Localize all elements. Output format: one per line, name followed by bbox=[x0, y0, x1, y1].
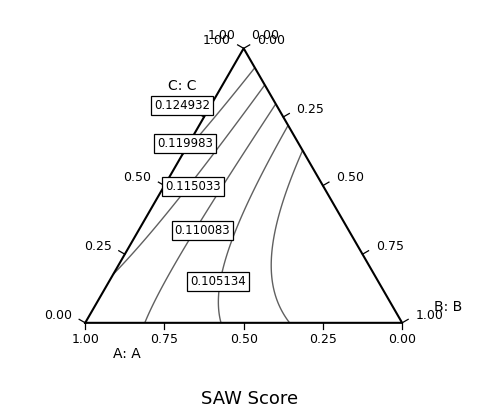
Text: 0.75: 0.75 bbox=[150, 333, 178, 346]
Text: 0.124932: 0.124932 bbox=[154, 99, 210, 112]
Text: 0.50: 0.50 bbox=[123, 171, 151, 184]
Text: 0.50: 0.50 bbox=[230, 333, 258, 346]
Text: 1.00: 1.00 bbox=[416, 309, 444, 322]
Text: 0.25: 0.25 bbox=[296, 103, 324, 116]
Text: 0.110083: 0.110083 bbox=[174, 224, 231, 237]
Text: 0.50: 0.50 bbox=[336, 171, 364, 184]
Text: 0.75: 0.75 bbox=[376, 240, 404, 253]
Text: 0.00: 0.00 bbox=[44, 309, 72, 322]
Text: 0.105134: 0.105134 bbox=[190, 275, 246, 288]
Text: 0.25: 0.25 bbox=[84, 240, 112, 253]
Text: 1.00: 1.00 bbox=[208, 29, 236, 42]
Text: 0.75: 0.75 bbox=[163, 103, 191, 116]
Text: A: A: A: A bbox=[112, 347, 140, 361]
Text: 0.00: 0.00 bbox=[257, 34, 285, 47]
Text: 0.119983: 0.119983 bbox=[157, 137, 213, 150]
Text: 1.00: 1.00 bbox=[72, 333, 99, 346]
Text: 0.25: 0.25 bbox=[309, 333, 337, 346]
Text: 0.00: 0.00 bbox=[388, 333, 416, 346]
Text: SAW Score: SAW Score bbox=[202, 390, 298, 408]
Text: 0.115033: 0.115033 bbox=[165, 180, 221, 193]
Text: B: B: B: B bbox=[434, 300, 462, 314]
Text: 0.00: 0.00 bbox=[252, 29, 280, 42]
Text: 1.00: 1.00 bbox=[202, 34, 230, 47]
Text: C: C: C: C bbox=[168, 80, 196, 93]
